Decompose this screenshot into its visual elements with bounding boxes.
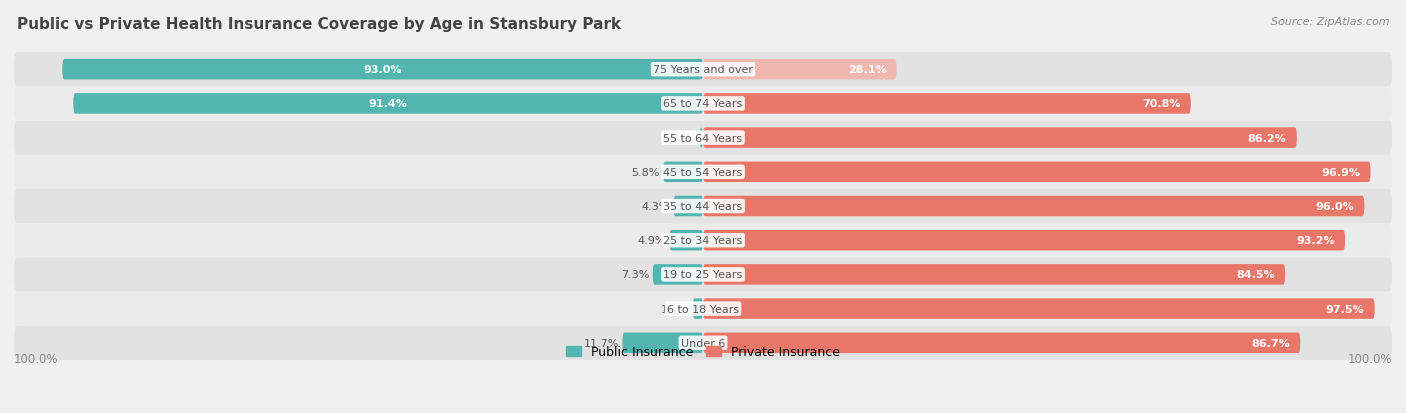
FancyBboxPatch shape xyxy=(14,121,1392,155)
Text: 84.5%: 84.5% xyxy=(1236,270,1275,280)
Legend: Public Insurance, Private Insurance: Public Insurance, Private Insurance xyxy=(561,341,845,363)
Text: 96.9%: 96.9% xyxy=(1322,167,1360,177)
FancyBboxPatch shape xyxy=(652,264,703,285)
Text: 75 Years and over: 75 Years and over xyxy=(652,65,754,75)
Text: 93.0%: 93.0% xyxy=(363,65,402,75)
FancyBboxPatch shape xyxy=(14,258,1392,292)
Text: 4.9%: 4.9% xyxy=(637,236,666,246)
Text: 100.0%: 100.0% xyxy=(1347,352,1392,365)
FancyBboxPatch shape xyxy=(703,333,1301,353)
Text: 7.3%: 7.3% xyxy=(621,270,650,280)
Text: 1.5%: 1.5% xyxy=(661,304,689,314)
Text: 19 to 25 Years: 19 to 25 Years xyxy=(664,270,742,280)
Text: Source: ZipAtlas.com: Source: ZipAtlas.com xyxy=(1271,17,1389,26)
FancyBboxPatch shape xyxy=(14,223,1392,258)
FancyBboxPatch shape xyxy=(703,60,897,80)
Text: 28.1%: 28.1% xyxy=(848,65,886,75)
FancyBboxPatch shape xyxy=(14,190,1392,223)
Text: 25 to 34 Years: 25 to 34 Years xyxy=(664,236,742,246)
Text: 6 to 18 Years: 6 to 18 Years xyxy=(666,304,740,314)
Text: Under 6: Under 6 xyxy=(681,338,725,348)
FancyBboxPatch shape xyxy=(14,53,1392,87)
FancyBboxPatch shape xyxy=(73,94,703,114)
Text: Public vs Private Health Insurance Coverage by Age in Stansbury Park: Public vs Private Health Insurance Cover… xyxy=(17,17,621,31)
FancyBboxPatch shape xyxy=(14,326,1392,360)
Text: 97.5%: 97.5% xyxy=(1326,304,1364,314)
FancyBboxPatch shape xyxy=(703,299,1375,319)
Text: 55 to 64 Years: 55 to 64 Years xyxy=(664,133,742,143)
FancyBboxPatch shape xyxy=(14,87,1392,121)
Text: 4.3%: 4.3% xyxy=(641,202,669,211)
Text: 5.8%: 5.8% xyxy=(631,167,659,177)
Text: 86.7%: 86.7% xyxy=(1251,338,1289,348)
Text: 96.0%: 96.0% xyxy=(1315,202,1354,211)
FancyBboxPatch shape xyxy=(703,162,1371,183)
Text: 93.2%: 93.2% xyxy=(1296,236,1334,246)
Text: 70.8%: 70.8% xyxy=(1142,99,1181,109)
FancyBboxPatch shape xyxy=(664,162,703,183)
FancyBboxPatch shape xyxy=(693,299,703,319)
FancyBboxPatch shape xyxy=(703,264,1285,285)
FancyBboxPatch shape xyxy=(703,196,1364,217)
Text: 100.0%: 100.0% xyxy=(14,352,59,365)
FancyBboxPatch shape xyxy=(703,94,1191,114)
Text: 45 to 54 Years: 45 to 54 Years xyxy=(664,167,742,177)
FancyBboxPatch shape xyxy=(669,230,703,251)
FancyBboxPatch shape xyxy=(703,230,1346,251)
Text: 11.7%: 11.7% xyxy=(583,338,619,348)
Text: 35 to 44 Years: 35 to 44 Years xyxy=(664,202,742,211)
FancyBboxPatch shape xyxy=(14,292,1392,326)
Text: 65 to 74 Years: 65 to 74 Years xyxy=(664,99,742,109)
FancyBboxPatch shape xyxy=(62,60,703,80)
FancyBboxPatch shape xyxy=(703,128,1296,149)
FancyBboxPatch shape xyxy=(623,333,703,353)
FancyBboxPatch shape xyxy=(14,155,1392,190)
Text: 91.4%: 91.4% xyxy=(368,99,408,109)
Text: 0.51%: 0.51% xyxy=(661,133,696,143)
Text: 86.2%: 86.2% xyxy=(1247,133,1286,143)
FancyBboxPatch shape xyxy=(700,128,703,149)
FancyBboxPatch shape xyxy=(673,196,703,217)
